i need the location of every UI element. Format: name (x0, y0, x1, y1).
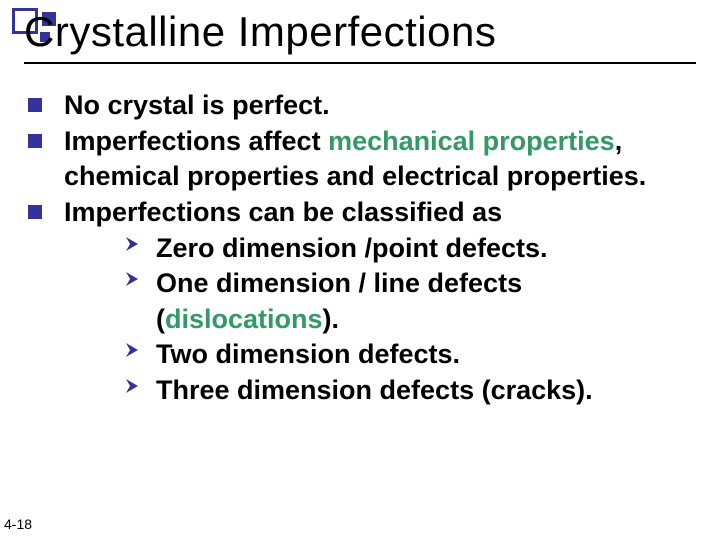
sub-bullet-text: Two dimension defects. (156, 337, 700, 373)
sub-bullet-text: Zero dimension /point defects. (156, 231, 700, 267)
bullet-item: Imperfections can be classified as (28, 195, 700, 231)
sub-bullet-text: Three dimension defects (cracks). (156, 373, 700, 409)
bullet-text: Imperfections affect mechanical properti… (64, 124, 700, 195)
sub-bullet-item: Zero dimension /point defects. (124, 231, 700, 267)
sub-bullet-item: Three dimension defects (cracks). (124, 373, 700, 409)
bullet-text: Imperfections can be classified as (64, 195, 700, 231)
sub-bullet-text: One dimension / line defects (dislocatio… (156, 266, 700, 337)
arrow-bullet-icon (124, 377, 140, 395)
sub-bullet-list: Zero dimension /point defects. One dimen… (124, 231, 700, 409)
bullet-text: No crystal is perfect. (64, 88, 700, 124)
slide-body: No crystal is perfect. Imperfections aff… (28, 88, 700, 409)
bullet-item: Imperfections affect mechanical properti… (28, 124, 700, 195)
page-number: 4-18 (4, 516, 32, 532)
sub-bullet-item: Two dimension defects. (124, 337, 700, 373)
slide-title: Crystalline Imperfections (24, 8, 696, 64)
square-bullet-icon (28, 134, 42, 148)
square-bullet-icon (28, 98, 42, 112)
sub-bullet-item: One dimension / line defects (dislocatio… (124, 266, 700, 337)
square-bullet-icon (28, 205, 42, 219)
arrow-bullet-icon (124, 341, 140, 359)
arrow-bullet-icon (124, 235, 140, 253)
bullet-item: No crystal is perfect. (28, 88, 700, 124)
arrow-bullet-icon (124, 270, 140, 288)
